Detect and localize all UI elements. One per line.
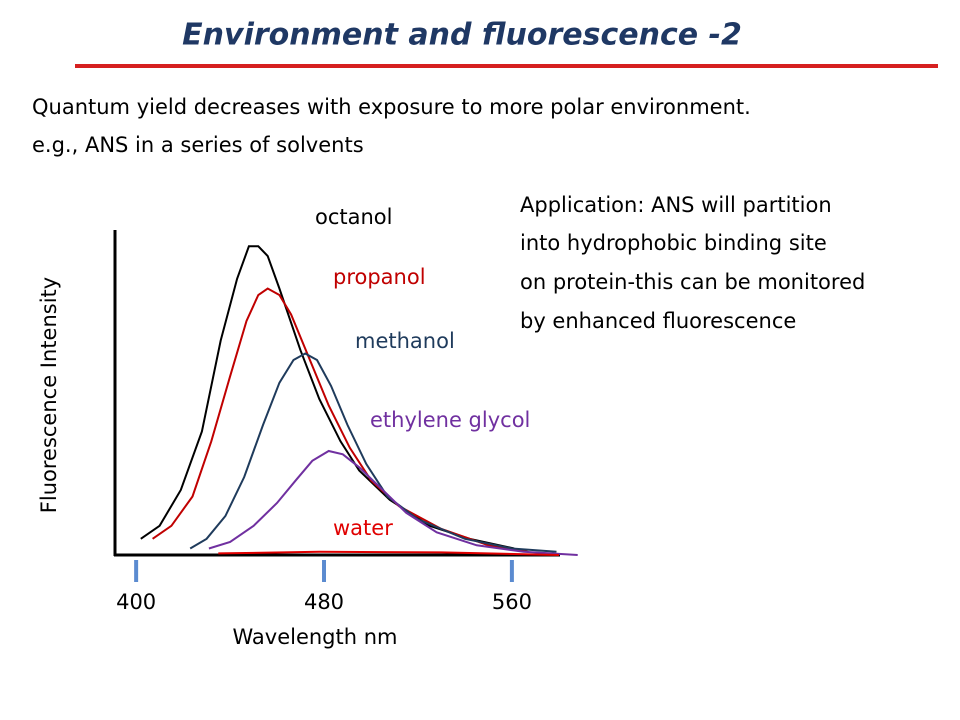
series-label: methanol [355, 329, 455, 353]
x-tick-label: 560 [492, 590, 532, 614]
slide-title: Environment and fluorescence -2 [182, 18, 742, 53]
series-label: ethylene glycol [370, 408, 530, 432]
spectrum-line [218, 550, 559, 556]
x-tick-label: 400 [116, 590, 156, 614]
x-tick-label: 480 [304, 590, 344, 614]
x-axis-label: Wavelength nm [232, 625, 397, 649]
intro-line: Quantum yield decreases with exposure to… [32, 95, 751, 119]
series-label: water [333, 516, 393, 540]
y-axis-label: Fluorescence Intensity [37, 277, 61, 513]
application-line: Application: ANS will partition [520, 193, 832, 217]
spectrum-line [140, 245, 515, 550]
series-label: propanol [333, 265, 426, 289]
application-line: on protein-this can be monitored [520, 270, 865, 294]
application-line: by enhanced fluorescence [520, 309, 796, 333]
application-line: into hydrophobic binding site [520, 231, 827, 255]
spectrum-line [208, 449, 578, 556]
intro-line: e.g., ANS in a series of solvents [32, 133, 364, 157]
spectrum-line [189, 352, 557, 553]
series-label: octanol [315, 205, 393, 229]
